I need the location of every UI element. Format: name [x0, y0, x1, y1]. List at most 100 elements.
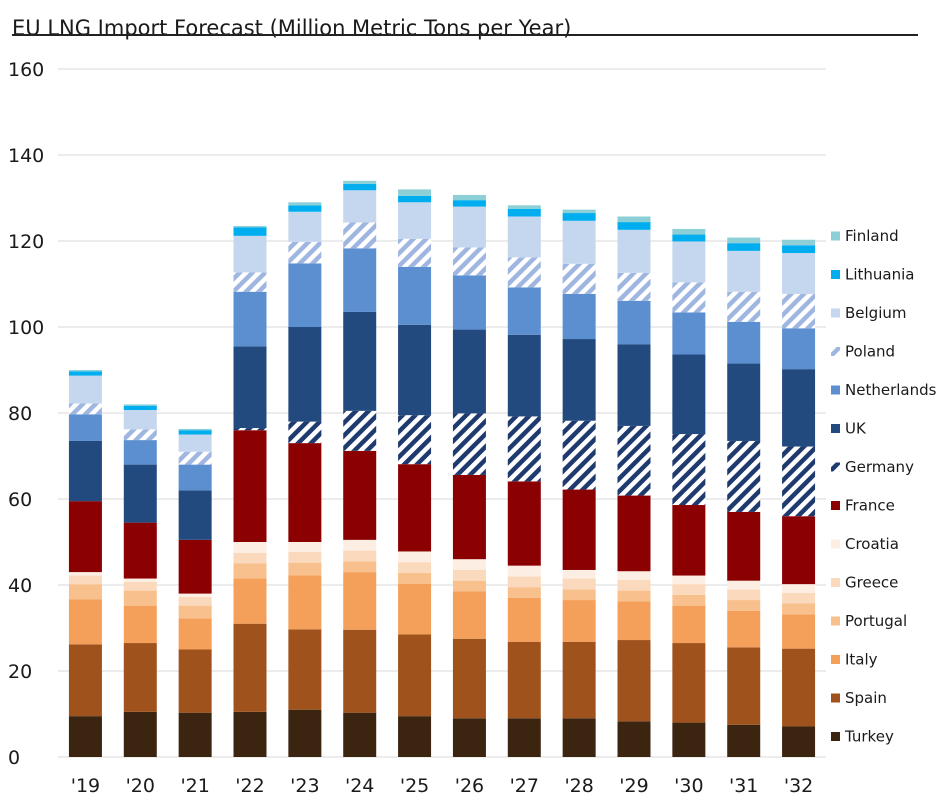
bar-segment-italy	[617, 601, 651, 641]
bar-segment-greece	[398, 562, 432, 573]
bar-segment-finland	[343, 180, 377, 184]
bar-segment-portugal	[727, 600, 761, 611]
bar-segment-uk	[288, 327, 322, 422]
bar-segment-poland	[452, 247, 486, 276]
legend-item-italy[interactable]: Italy	[831, 651, 878, 669]
bar-segment-spain	[672, 643, 706, 723]
bar-segment-lithuania	[123, 405, 157, 410]
bar-segment-belgium	[233, 235, 267, 273]
bar-segment-portugal	[452, 580, 486, 592]
bar-segment-spain	[617, 640, 651, 722]
bar-segment-germany	[343, 410, 377, 451]
bar-segment-poland	[727, 291, 761, 322]
bar-segment-germany	[507, 416, 541, 482]
bar-segment-uk	[617, 344, 651, 426]
bar-segment-greece	[562, 578, 596, 590]
bar-segment-belgium	[617, 229, 651, 273]
bar-segment-france	[727, 511, 761, 581]
y-tick-label: 40	[8, 575, 32, 597]
bar-segment-netherlands	[562, 293, 596, 340]
bar-segment-poland	[343, 222, 377, 249]
bar-segment-finland	[178, 428, 212, 431]
legend-label: Greece	[845, 574, 898, 592]
bar-segment-lithuania	[68, 371, 102, 376]
bar-segment-germany	[617, 425, 651, 496]
bar-segment-france	[123, 522, 157, 579]
bar-segment-uk	[178, 490, 212, 540]
legend-item-uk[interactable]: UK	[831, 420, 867, 438]
y-tick-label: 20	[8, 661, 32, 683]
bar-stack-28	[562, 209, 596, 757]
bar-segment-uk	[782, 369, 816, 447]
bar-segment-italy	[68, 599, 102, 645]
bar-segment-poland	[123, 429, 157, 441]
bar-segment-uk	[727, 363, 761, 441]
bar-segment-netherlands	[343, 248, 377, 312]
bar-segment-france	[68, 501, 102, 573]
bar-segment-france	[562, 489, 596, 570]
bar-segment-italy	[507, 597, 541, 642]
bar-segment-portugal	[343, 561, 377, 573]
legend-item-croatia[interactable]: Croatia	[831, 535, 899, 553]
bar-segment-netherlands	[507, 287, 541, 335]
bar-segment-croatia	[727, 580, 761, 590]
bar-segment-poland	[178, 451, 212, 465]
bar-segment-lithuania	[288, 205, 322, 212]
legend[interactable]: Finland Lithuania Belgium Poland Netherlands…	[831, 227, 937, 746]
bar-segment-germany	[562, 420, 596, 490]
x-tick-label: '30	[674, 775, 703, 797]
legend-label: Netherlands	[845, 381, 937, 399]
bar-segment-portugal	[617, 590, 651, 602]
bar-segment-belgium	[452, 206, 486, 248]
bar-segment-netherlands	[288, 263, 322, 327]
bar-stack-26	[452, 194, 486, 757]
legend-label: Poland	[845, 343, 895, 361]
x-tick-label: '21	[180, 775, 209, 797]
legend-item-lithuania[interactable]: Lithuania	[831, 266, 914, 284]
bar-segment-greece	[727, 589, 761, 601]
bar-segment-finland	[562, 209, 596, 214]
legend-label: Italy	[845, 651, 878, 669]
legend-item-germany[interactable]: Germany	[831, 458, 914, 476]
legend-item-netherlands[interactable]: Netherlands	[831, 381, 937, 399]
bar-segment-spain	[68, 644, 102, 717]
bar-segment-finland	[398, 189, 432, 196]
bar-segment-italy	[233, 578, 267, 624]
legend-swatch	[831, 462, 840, 472]
bar-segment-finland	[452, 194, 486, 201]
legend-swatch	[831, 616, 840, 626]
y-axis-ticks: 0 20 40 60 80 100 120 140 160	[8, 59, 44, 769]
bar-segment-uk	[343, 311, 377, 411]
bar-segment-turkey	[343, 712, 377, 757]
legend-item-belgium[interactable]: Belgium	[831, 304, 907, 322]
bar-segment-greece	[672, 584, 706, 595]
bar-segment-greece	[507, 576, 541, 588]
bar-segment-germany	[288, 421, 322, 444]
x-tick-label: '25	[400, 775, 429, 797]
bar-segment-greece	[782, 592, 816, 604]
bar-segment-greece	[452, 569, 486, 581]
legend-item-france[interactable]: France	[831, 497, 895, 515]
legend-item-finland[interactable]: Finland	[831, 227, 899, 245]
bar-segment-belgium	[343, 190, 377, 223]
bar-segment-croatia	[452, 559, 486, 570]
bar-segment-uk	[507, 334, 541, 417]
x-tick-label: '32	[784, 775, 813, 797]
bar-segment-greece	[123, 581, 157, 591]
bar-segment-greece	[68, 575, 102, 585]
bar-segment-turkey	[617, 721, 651, 757]
legend-item-turkey[interactable]: Turkey	[831, 728, 894, 746]
legend-item-poland[interactable]: Poland	[831, 343, 895, 361]
bar-segment-finland	[727, 237, 761, 244]
legend-item-greece[interactable]: Greece	[831, 574, 898, 592]
legend-label: Finland	[845, 227, 899, 245]
bar-segment-lithuania	[782, 245, 816, 254]
bar-segment-uk	[562, 339, 596, 421]
bar-segment-turkey	[68, 716, 102, 757]
bar-segment-italy	[123, 605, 157, 644]
legend-item-portugal[interactable]: Portugal	[831, 612, 907, 630]
y-tick-label: 100	[8, 317, 44, 339]
legend-item-spain[interactable]: Spain	[831, 689, 887, 707]
legend-swatch	[831, 655, 840, 664]
bar-segment-poland	[507, 257, 541, 288]
